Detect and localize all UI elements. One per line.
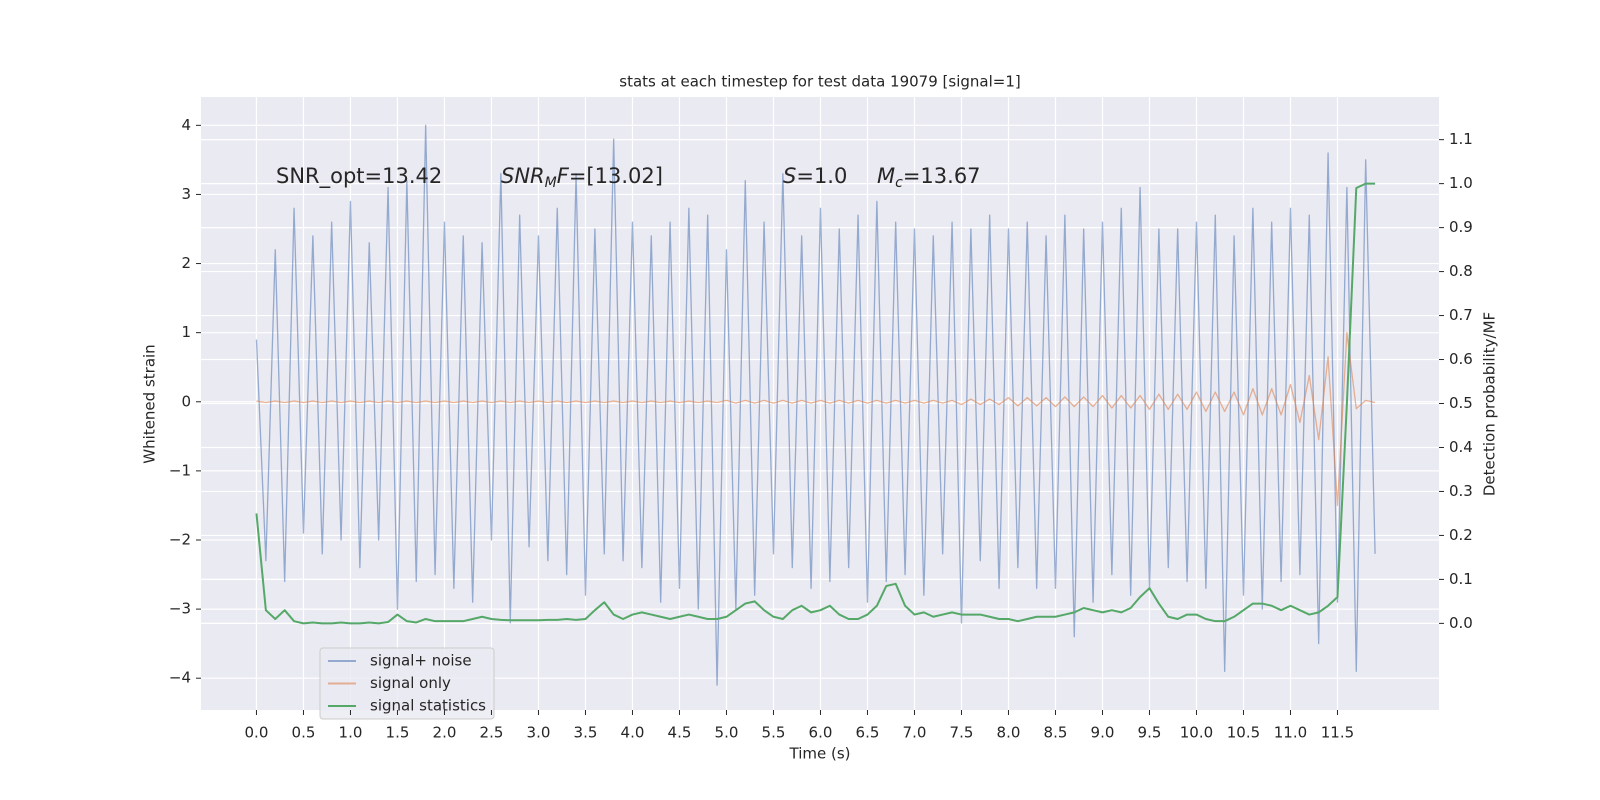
chart-title: stats at each timestep for test data 190…	[619, 73, 1020, 91]
x-tick-label: 8.0	[997, 724, 1021, 742]
y-tick-label: 1	[181, 323, 191, 341]
x-tick-label: 5.0	[715, 724, 739, 742]
x-tick-label: 2.0	[433, 724, 457, 742]
annotation: SNRMF=[13.02]	[501, 164, 663, 191]
series-line	[256, 332, 1376, 507]
annotation-part: =13.67	[903, 164, 981, 188]
y2-tick-label: 0.5	[1449, 394, 1473, 412]
x-tick-label: 2.5	[480, 724, 504, 742]
annotations: SNR_opt=13.42 SNRMF=[13.02] S=1.0 Mc=13.67	[276, 164, 981, 191]
x-tick-label: 11.5	[1321, 724, 1354, 742]
annotation-part: F	[557, 164, 570, 188]
y2-tick-label: 0.0	[1449, 614, 1473, 632]
y2-tick-label: 1.0	[1449, 174, 1473, 192]
x-tick-label: 5.5	[762, 724, 786, 742]
x-tick-label: 4.0	[621, 724, 645, 742]
y-tick-label: 4	[181, 116, 191, 134]
y2-tick-label: 1.1	[1449, 130, 1473, 148]
x-tick-label: 6.0	[809, 724, 833, 742]
y-tick-label: −4	[169, 669, 191, 687]
y2-tick-label: 0.4	[1449, 438, 1473, 456]
y-tick-label: −2	[169, 530, 191, 548]
annotation-part: SNR	[501, 164, 545, 188]
x-tick-label: 7.0	[903, 724, 927, 742]
x-tick-label: 10.5	[1227, 724, 1260, 742]
x-tick-label: 1.5	[386, 724, 410, 742]
x-tick-label: 3.5	[574, 724, 598, 742]
x-tick-label: 9.0	[1091, 724, 1115, 742]
series-line	[255, 124, 1376, 686]
x-tick-label: 1.0	[339, 724, 363, 742]
y-tick-label: −3	[169, 600, 191, 618]
y-tick-label: 0	[181, 392, 191, 410]
x-tick-label: 3.0	[527, 724, 551, 742]
x-tick-label: 0.0	[245, 724, 269, 742]
y-tick-label: 3	[181, 185, 191, 203]
y2-tick-label: 0.3	[1449, 482, 1473, 500]
x-tick-label: 0.5	[292, 724, 316, 742]
y-axis-label: Whitened strain	[141, 344, 159, 463]
y2-tick-label: 0.2	[1449, 526, 1473, 544]
y-tick-label: −1	[169, 461, 191, 479]
annotation-part: M	[545, 175, 557, 191]
y2-tick-label: 0.9	[1449, 218, 1473, 236]
annotation: Mc=13.67	[877, 164, 981, 191]
y2-tick-label: 0.6	[1449, 350, 1473, 368]
x-tick-label: 11.0	[1274, 724, 1307, 742]
x-tick-label: 6.5	[856, 724, 880, 742]
annotation: S=1.0	[783, 164, 847, 188]
annotation-part: =1.0	[796, 164, 847, 188]
plot-area	[255, 124, 1376, 686]
x-tick-label: 8.5	[1044, 724, 1068, 742]
annotation: SNR_opt=13.42	[276, 164, 442, 189]
y2-tick-label: 0.1	[1449, 570, 1473, 588]
legend-label: signal+ noise	[370, 652, 472, 670]
legend: signal+ noise signal only signal statistic…	[319, 647, 495, 720]
annotation-part: =[13.02]	[569, 164, 663, 188]
x-tick-label: 9.5	[1138, 724, 1162, 742]
y-tick-label: 2	[181, 254, 191, 272]
series-line	[255, 182, 1376, 625]
legend-box	[319, 647, 495, 720]
y2-tick-label: 0.7	[1449, 306, 1473, 324]
y2-axis-label: Detection probability/MF	[1481, 312, 1499, 496]
annotation-part: SNR_opt=13.42	[276, 164, 442, 189]
legend-label: signal only	[370, 674, 451, 692]
legend-label: signal statistics	[370, 697, 486, 715]
x-tick-label: 7.5	[950, 724, 974, 742]
x-axis-label: Time (s)	[789, 745, 851, 763]
x-tick-label: 10.0	[1180, 724, 1213, 742]
annotation-part: M	[877, 164, 895, 188]
annotation-part: S	[783, 164, 796, 188]
y2-tick-label: 0.8	[1449, 262, 1473, 280]
annotation-part: c	[895, 175, 903, 191]
x-tick-label: 4.5	[668, 724, 692, 742]
